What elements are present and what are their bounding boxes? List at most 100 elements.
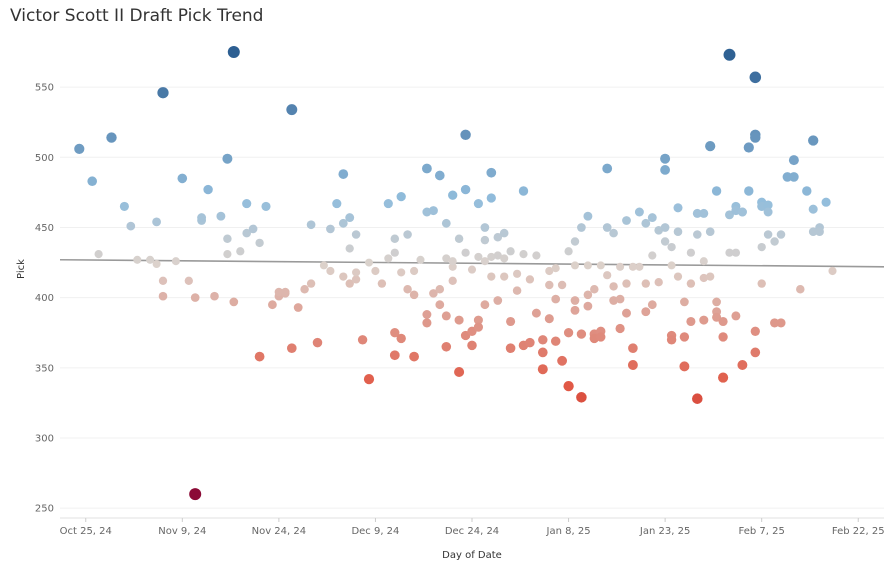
data-point (673, 272, 683, 281)
data-point (693, 230, 702, 239)
data-point (570, 296, 580, 305)
data-point (229, 297, 239, 307)
data-point (705, 227, 715, 237)
data-point (338, 169, 349, 179)
y-tick-label: 500 (35, 153, 54, 164)
data-point (654, 278, 663, 287)
data-point (493, 233, 503, 242)
data-point (255, 238, 264, 248)
x-tick-label: Feb 7, 25 (739, 526, 785, 537)
data-point (473, 315, 483, 325)
data-point (711, 186, 722, 196)
data-point (403, 284, 412, 294)
data-point (583, 261, 592, 270)
data-point (448, 257, 457, 266)
data-point (518, 186, 529, 196)
data-point (428, 206, 438, 216)
data-point (532, 251, 541, 260)
data-point (770, 318, 780, 328)
data-point (609, 296, 618, 305)
y-tick-label: 250 (35, 504, 54, 515)
data-point (435, 300, 445, 310)
data-point (686, 279, 696, 288)
data-point (737, 360, 748, 370)
data-point (815, 227, 824, 237)
data-point (473, 322, 483, 332)
data-point (487, 272, 496, 281)
data-point (396, 333, 406, 344)
data-point (544, 314, 554, 324)
data-point (454, 315, 464, 325)
data-point (680, 297, 689, 307)
data-point (480, 235, 490, 245)
data-point (467, 265, 477, 274)
data-point (712, 312, 722, 322)
data-point (603, 271, 612, 280)
data-point (261, 201, 271, 211)
x-tick-label: Jan 23, 25 (639, 526, 690, 537)
data-point (666, 335, 677, 345)
data-point (596, 261, 605, 270)
data-point (319, 261, 328, 270)
data-point (737, 207, 747, 217)
data-point (537, 364, 548, 375)
x-axis-label: Day of Date (442, 550, 502, 561)
data-point (397, 268, 406, 277)
data-point (525, 275, 535, 284)
data-point (377, 279, 387, 288)
data-point (351, 275, 361, 284)
data-point (570, 237, 580, 246)
data-point (500, 254, 509, 263)
data-point (158, 291, 168, 301)
data-point (563, 380, 574, 392)
data-point (505, 343, 516, 354)
data-point (383, 199, 393, 209)
data-point (493, 296, 503, 305)
data-point (227, 46, 240, 58)
data-point (119, 201, 129, 211)
data-point (351, 230, 361, 239)
data-point (757, 279, 766, 288)
data-point (648, 251, 657, 260)
data-point (126, 221, 136, 231)
data-point (403, 230, 412, 239)
data-point (828, 266, 837, 276)
data-point (796, 284, 805, 294)
data-point (133, 255, 142, 264)
data-point (609, 282, 618, 291)
data-point (448, 190, 458, 200)
data-point (622, 279, 631, 288)
data-point (467, 340, 477, 351)
data-point (570, 305, 580, 315)
data-point (493, 251, 502, 260)
data-point (776, 230, 786, 239)
data-point (435, 284, 445, 294)
data-point (345, 244, 354, 253)
data-point (821, 197, 831, 207)
data-point (641, 307, 651, 317)
x-axis-ticks: Oct 25, 24 Nov 9, 24 Nov 24, 24 Dec 9, 24 De… (60, 518, 885, 537)
data-point (744, 186, 754, 196)
data-point (596, 332, 606, 342)
x-tick-label: Feb 22, 25 (832, 526, 885, 537)
data-point (448, 262, 457, 271)
data-point (776, 318, 786, 328)
data-point (570, 261, 580, 270)
data-point (274, 287, 284, 297)
y-tick-label: 300 (35, 434, 54, 445)
data-point (673, 203, 683, 213)
data-point (410, 266, 419, 276)
data-point (152, 217, 162, 227)
data-point (442, 254, 451, 263)
data-point (460, 184, 471, 195)
data-point (731, 248, 741, 257)
data-point (287, 343, 297, 354)
data-point (699, 315, 709, 325)
data-point (499, 228, 509, 238)
data-point (339, 272, 348, 281)
data-point (692, 393, 703, 404)
data-point (583, 301, 593, 311)
data-point (673, 227, 683, 237)
data-point (216, 211, 226, 221)
data-point (538, 335, 548, 345)
